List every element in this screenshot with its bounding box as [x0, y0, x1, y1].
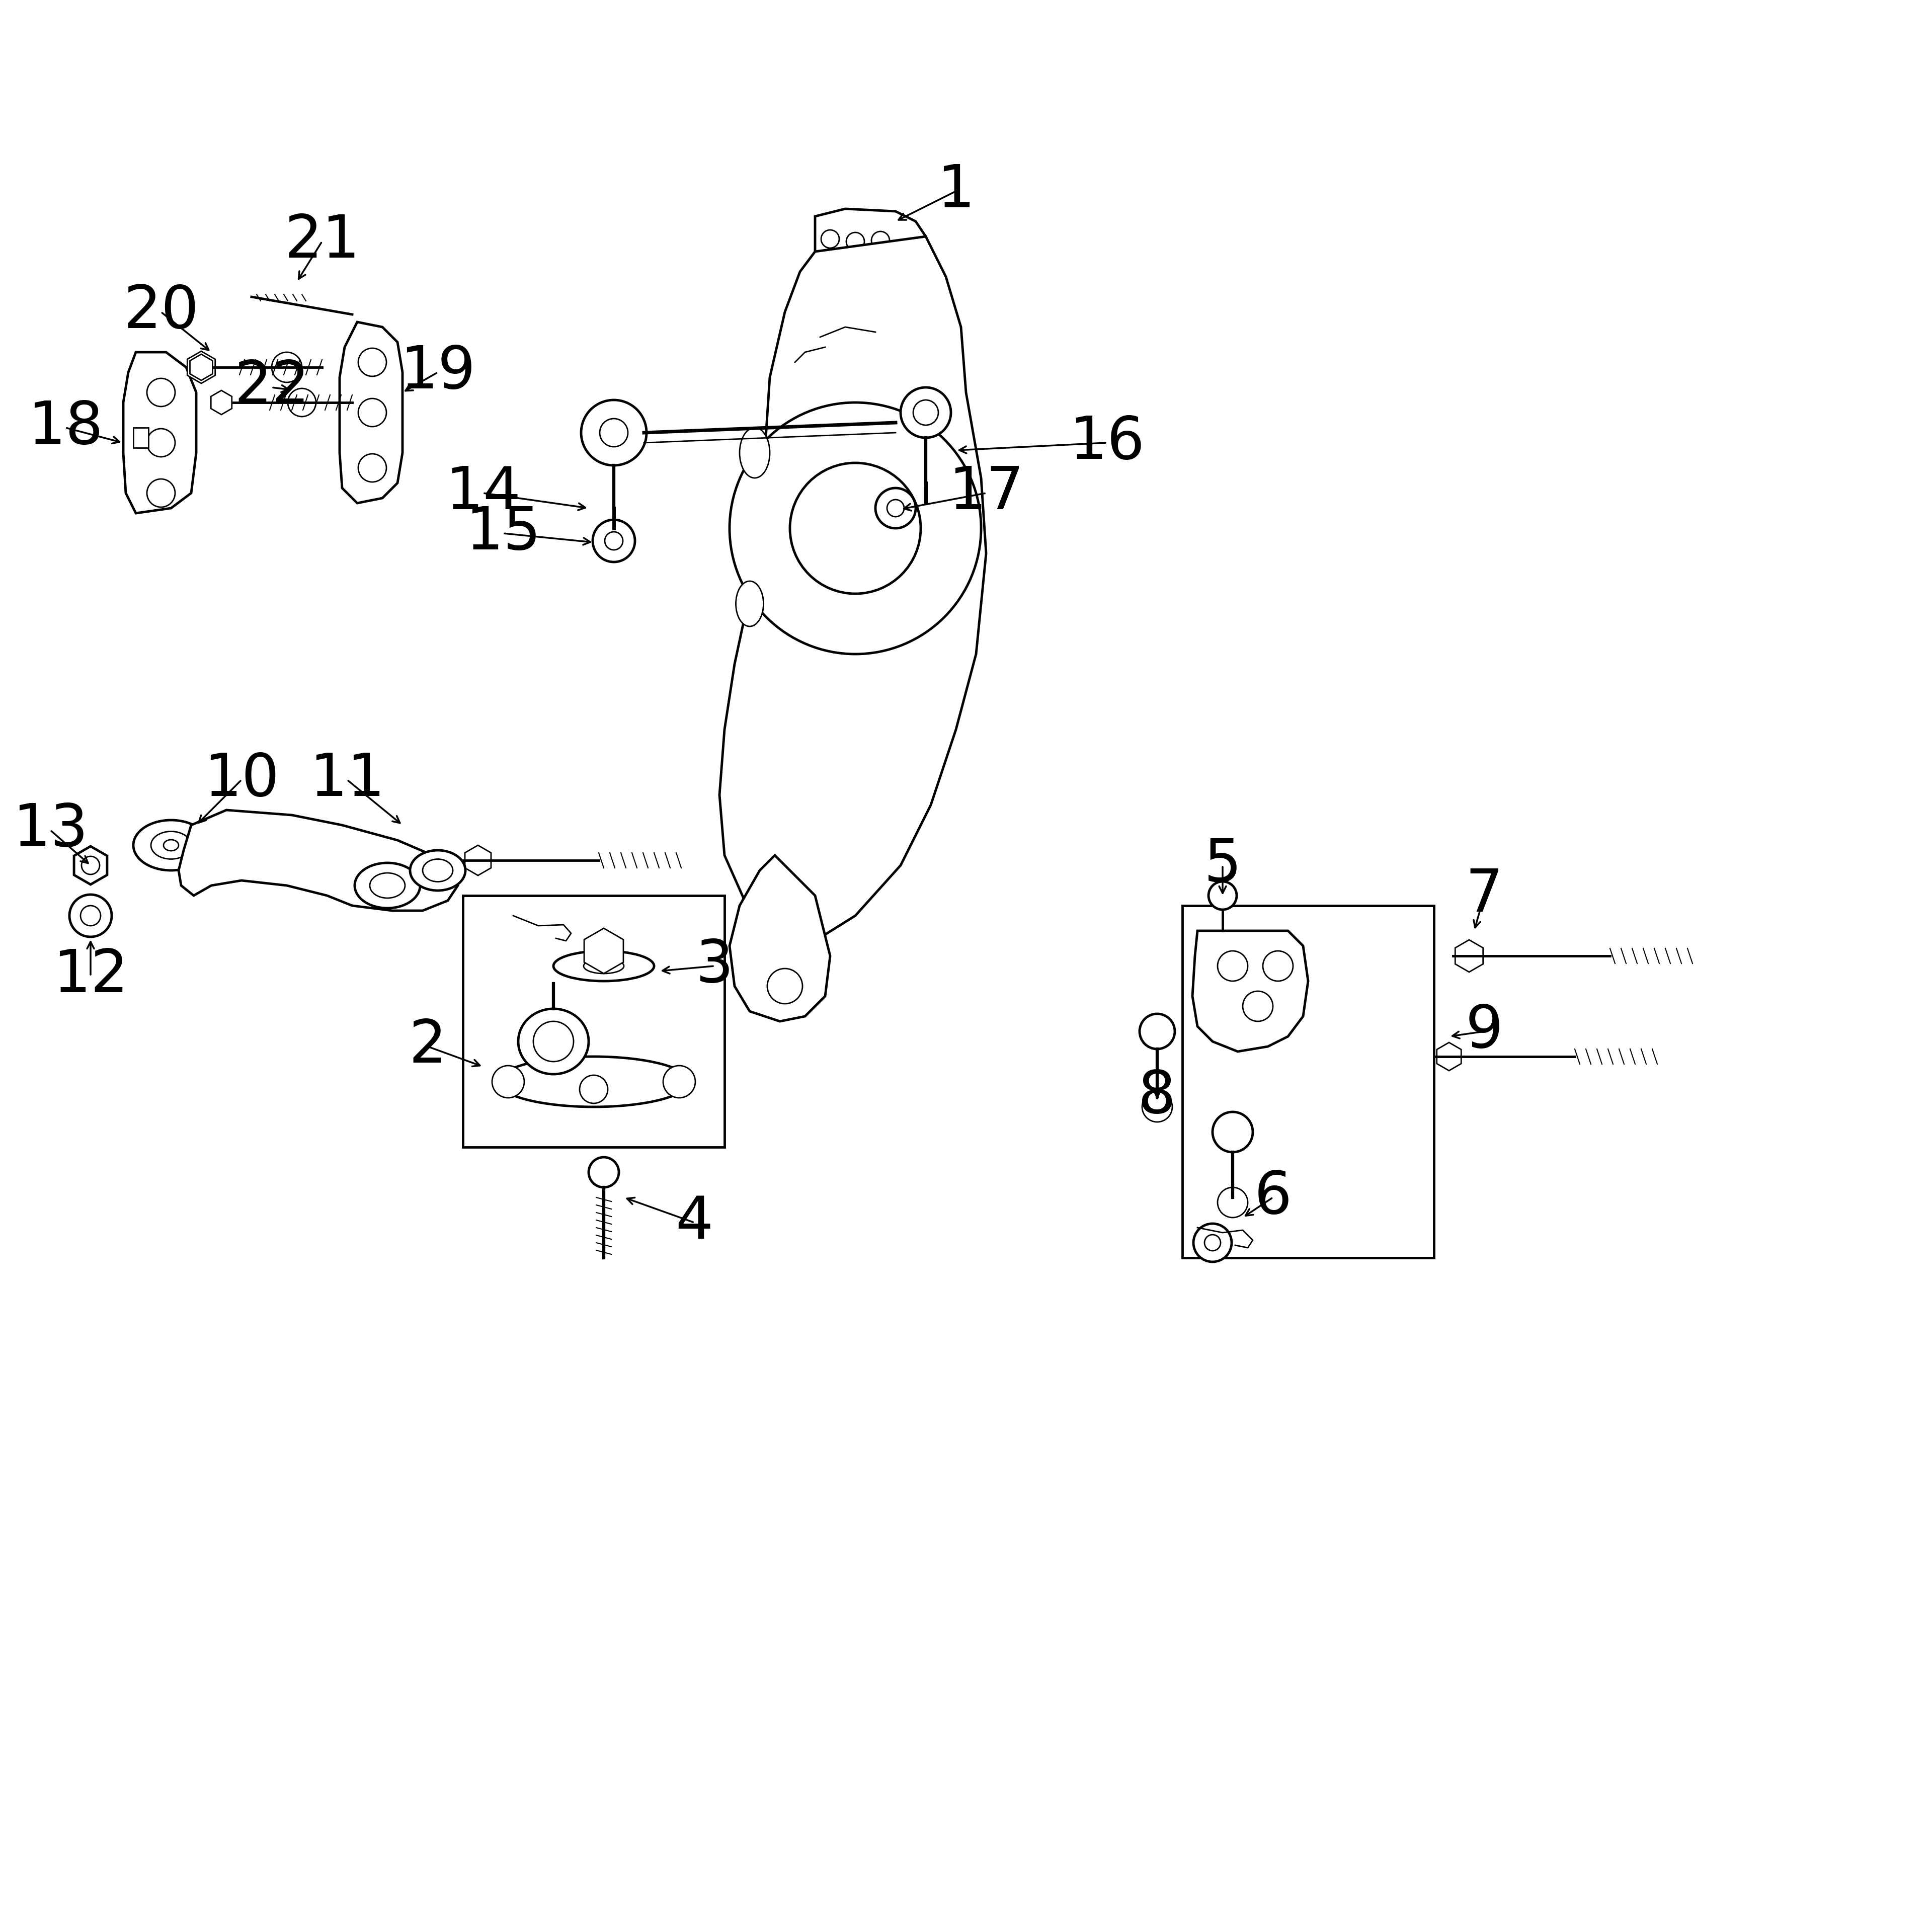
Circle shape [593, 520, 636, 562]
Text: 15: 15 [466, 504, 541, 562]
Circle shape [914, 400, 939, 425]
Circle shape [1213, 1113, 1252, 1151]
Text: 16: 16 [1068, 413, 1144, 471]
Polygon shape [583, 927, 624, 974]
Text: 3: 3 [696, 937, 734, 995]
Ellipse shape [369, 873, 406, 898]
Polygon shape [189, 354, 213, 381]
Polygon shape [815, 209, 925, 272]
Circle shape [81, 906, 100, 925]
Polygon shape [178, 810, 458, 910]
Polygon shape [466, 846, 491, 875]
Bar [464, 896, 725, 1148]
Text: 13: 13 [12, 802, 89, 860]
Text: 9: 9 [1464, 1003, 1503, 1061]
Circle shape [900, 388, 951, 439]
Ellipse shape [740, 427, 769, 477]
Circle shape [288, 388, 317, 417]
Circle shape [1242, 991, 1273, 1022]
Polygon shape [340, 323, 402, 502]
Text: 7: 7 [1464, 867, 1503, 925]
Circle shape [357, 454, 386, 481]
Circle shape [147, 379, 176, 406]
Polygon shape [1455, 939, 1484, 972]
Circle shape [589, 1157, 618, 1188]
Circle shape [493, 1066, 524, 1097]
Circle shape [1217, 951, 1248, 981]
Text: 17: 17 [949, 464, 1024, 522]
Bar [1182, 906, 1434, 1258]
Circle shape [875, 489, 916, 527]
Polygon shape [187, 352, 214, 383]
Polygon shape [719, 236, 985, 941]
Circle shape [357, 398, 386, 427]
Circle shape [846, 232, 864, 251]
Circle shape [790, 464, 922, 593]
Bar [133, 427, 149, 448]
Text: 10: 10 [203, 752, 280, 810]
Text: 22: 22 [234, 359, 309, 415]
Polygon shape [124, 352, 197, 514]
Circle shape [821, 230, 838, 247]
Circle shape [1209, 881, 1236, 910]
Ellipse shape [553, 951, 655, 981]
Ellipse shape [518, 1009, 589, 1074]
Circle shape [147, 429, 176, 456]
Polygon shape [1437, 1043, 1461, 1070]
Circle shape [1264, 951, 1293, 981]
Polygon shape [211, 390, 232, 415]
Text: 12: 12 [52, 947, 128, 1005]
Circle shape [767, 968, 802, 1005]
Circle shape [70, 895, 112, 937]
Circle shape [1142, 1092, 1173, 1122]
Ellipse shape [583, 958, 624, 974]
Ellipse shape [410, 850, 466, 891]
Text: 21: 21 [284, 213, 359, 270]
Circle shape [663, 1066, 696, 1097]
Text: 5: 5 [1204, 837, 1242, 895]
Ellipse shape [151, 831, 191, 860]
Polygon shape [1192, 931, 1308, 1051]
Text: 6: 6 [1254, 1169, 1293, 1227]
Ellipse shape [498, 1057, 690, 1107]
Circle shape [1217, 1188, 1248, 1217]
Circle shape [272, 352, 301, 383]
Ellipse shape [133, 819, 209, 871]
Text: 1: 1 [937, 162, 976, 220]
Circle shape [599, 419, 628, 446]
Circle shape [871, 232, 889, 249]
Ellipse shape [736, 582, 763, 626]
Circle shape [887, 500, 904, 516]
Ellipse shape [164, 840, 178, 850]
Text: 14: 14 [444, 464, 522, 522]
Text: 2: 2 [410, 1018, 446, 1076]
Circle shape [147, 479, 176, 506]
Circle shape [730, 402, 981, 655]
Circle shape [1194, 1223, 1233, 1262]
Circle shape [582, 400, 647, 466]
Circle shape [81, 856, 100, 875]
Ellipse shape [533, 1022, 574, 1061]
Circle shape [580, 1076, 609, 1103]
Polygon shape [730, 856, 831, 1022]
Text: 8: 8 [1138, 1068, 1177, 1126]
Circle shape [1140, 1014, 1175, 1049]
Text: 11: 11 [309, 752, 384, 810]
Text: 4: 4 [676, 1194, 713, 1252]
Circle shape [1204, 1235, 1221, 1250]
Text: 18: 18 [27, 398, 102, 456]
Ellipse shape [355, 864, 419, 908]
Polygon shape [73, 846, 106, 885]
Circle shape [605, 531, 622, 551]
Text: 19: 19 [400, 344, 475, 402]
Text: 20: 20 [124, 282, 199, 340]
Circle shape [357, 348, 386, 377]
Ellipse shape [423, 860, 452, 881]
